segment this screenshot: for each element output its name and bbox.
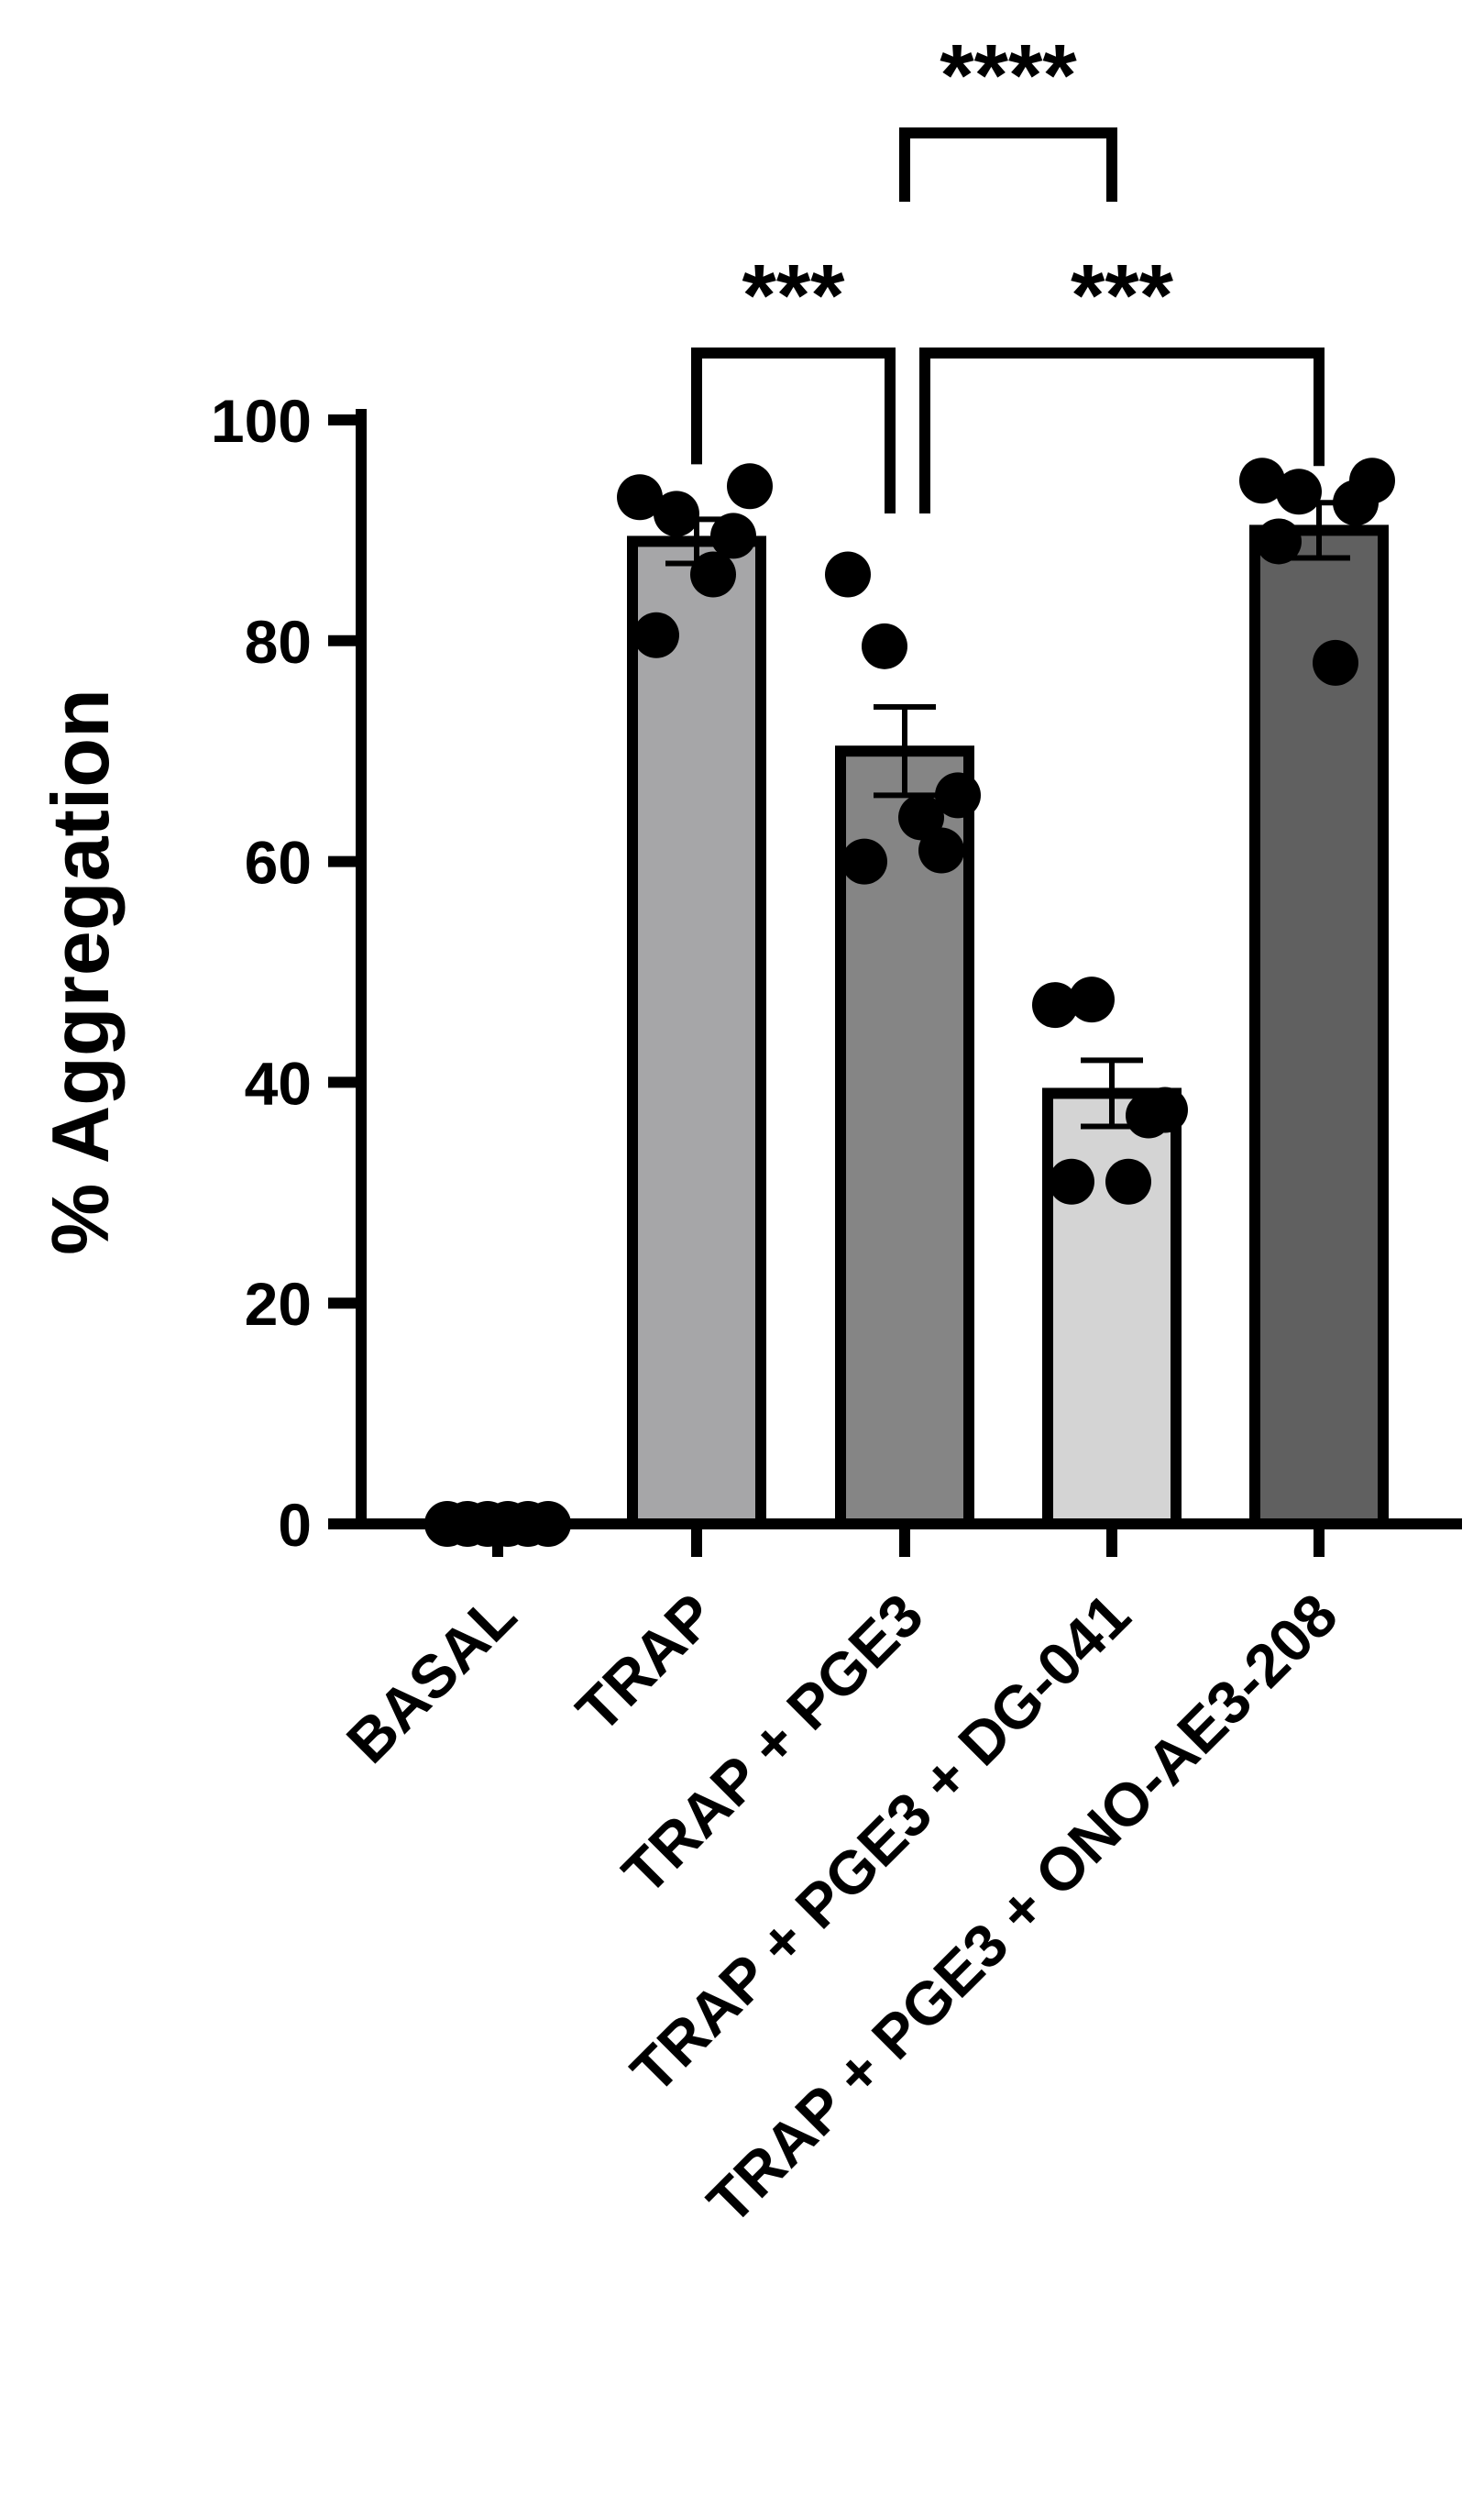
y-tick-label: 0	[278, 1491, 312, 1559]
y-axis-label: % Aggregation	[35, 689, 126, 1255]
data-point	[1276, 469, 1322, 515]
data-point	[710, 513, 756, 559]
data-point	[1105, 1158, 1151, 1205]
x-tick-label: BASAL	[334, 1581, 529, 1776]
significance-bracket	[691, 348, 896, 513]
data-point	[525, 1501, 571, 1547]
data-point	[825, 551, 871, 598]
bar	[627, 535, 766, 1530]
data-point	[633, 612, 679, 658]
y-tick-label: 100	[211, 387, 312, 455]
data-point	[1032, 982, 1078, 1029]
data-point	[1333, 480, 1379, 526]
bar	[1249, 524, 1389, 1529]
significance-label: ****	[940, 27, 1077, 125]
bar	[1042, 1087, 1182, 1529]
data-point	[1313, 639, 1358, 686]
data-point	[935, 772, 981, 819]
data-point	[862, 623, 907, 669]
significance-label: ***	[1071, 247, 1174, 345]
y-tick-label: 20	[245, 1270, 312, 1338]
data-point	[690, 551, 736, 598]
data-point	[654, 491, 699, 537]
data-point	[1069, 977, 1115, 1023]
data-point	[1126, 1092, 1171, 1139]
data-point	[841, 838, 887, 885]
significance-label: ***	[742, 247, 845, 345]
data-point	[617, 474, 663, 521]
significance-bracket	[919, 348, 1325, 513]
y-tick-label: 80	[245, 608, 312, 676]
data-point	[727, 463, 773, 510]
y-tick-label: 40	[245, 1049, 312, 1117]
data-point	[918, 827, 964, 874]
data-point	[1049, 1158, 1094, 1205]
x-tick-label: TRAP	[564, 1581, 728, 1745]
data-point	[1256, 518, 1302, 565]
significance-bracket	[899, 127, 1117, 202]
y-tick-label: 60	[245, 829, 312, 897]
data-point	[1239, 458, 1285, 504]
data-point	[898, 794, 944, 841]
